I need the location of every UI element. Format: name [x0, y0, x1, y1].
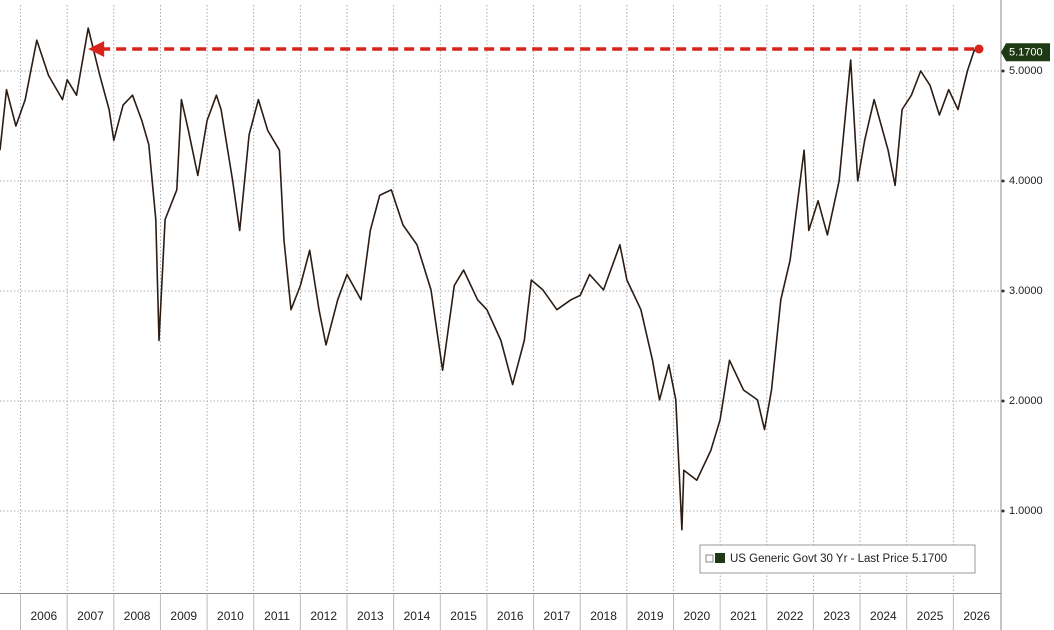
x-tick-label: 2014	[404, 609, 431, 623]
legend-box	[699, 544, 976, 574]
legend: US Generic Govt 30 Yr - Last Price 5.170…	[699, 544, 976, 574]
y-tick-label: 4.0000	[1009, 175, 1043, 187]
x-tick-label: 2019	[637, 609, 664, 623]
last-price-label: 5.1700	[1009, 47, 1043, 59]
x-tick-label: 2018	[590, 609, 617, 623]
x-tick-label: 2025	[917, 609, 944, 623]
x-tick-label: 2017	[544, 609, 571, 623]
y-tick-dot	[1001, 509, 1005, 513]
x-tick-label: 2011	[264, 609, 290, 623]
y-tick-label: 5.0000	[1009, 65, 1043, 77]
x-tick-label: 2012	[310, 609, 337, 623]
x-tick-label: 2023	[823, 609, 850, 623]
x-tick-label: 2013	[357, 609, 384, 623]
x-tick-label: 2009	[170, 609, 197, 623]
y-tick-label: 1.0000	[1009, 505, 1043, 517]
x-tick-label: 2021	[730, 609, 757, 623]
x-tick-label: 2026	[963, 609, 990, 623]
arrow-dot	[974, 44, 984, 54]
y-tick-dot	[1001, 399, 1005, 403]
x-tick-label: 2015	[450, 609, 477, 623]
x-tick-label: 2024	[870, 609, 897, 623]
arrow-head	[88, 41, 105, 57]
y-tick-dot	[1001, 179, 1005, 183]
y-tick-label: 3.0000	[1009, 285, 1043, 297]
x-tick-label: 2022	[777, 609, 804, 623]
y-tick-dot	[1001, 289, 1005, 293]
x-tick-label: 2016	[497, 609, 524, 623]
last-price-box	[1001, 43, 1050, 62]
y-tick-dot	[1001, 69, 1005, 73]
x-tick-label: 2008	[124, 609, 151, 623]
legend-label: US Generic Govt 30 Yr - Last Price 5.170…	[730, 553, 947, 565]
x-tick-label: 2010	[217, 609, 244, 623]
x-tick-label: 2006	[30, 609, 57, 623]
line-series	[0, 27, 980, 531]
legend-swatch	[715, 553, 725, 563]
legend-toggle	[705, 554, 714, 563]
y-tick-label: 2.0000	[1009, 395, 1043, 407]
x-tick-label: 2020	[683, 609, 710, 623]
x-tick-label: 2007	[77, 609, 104, 623]
